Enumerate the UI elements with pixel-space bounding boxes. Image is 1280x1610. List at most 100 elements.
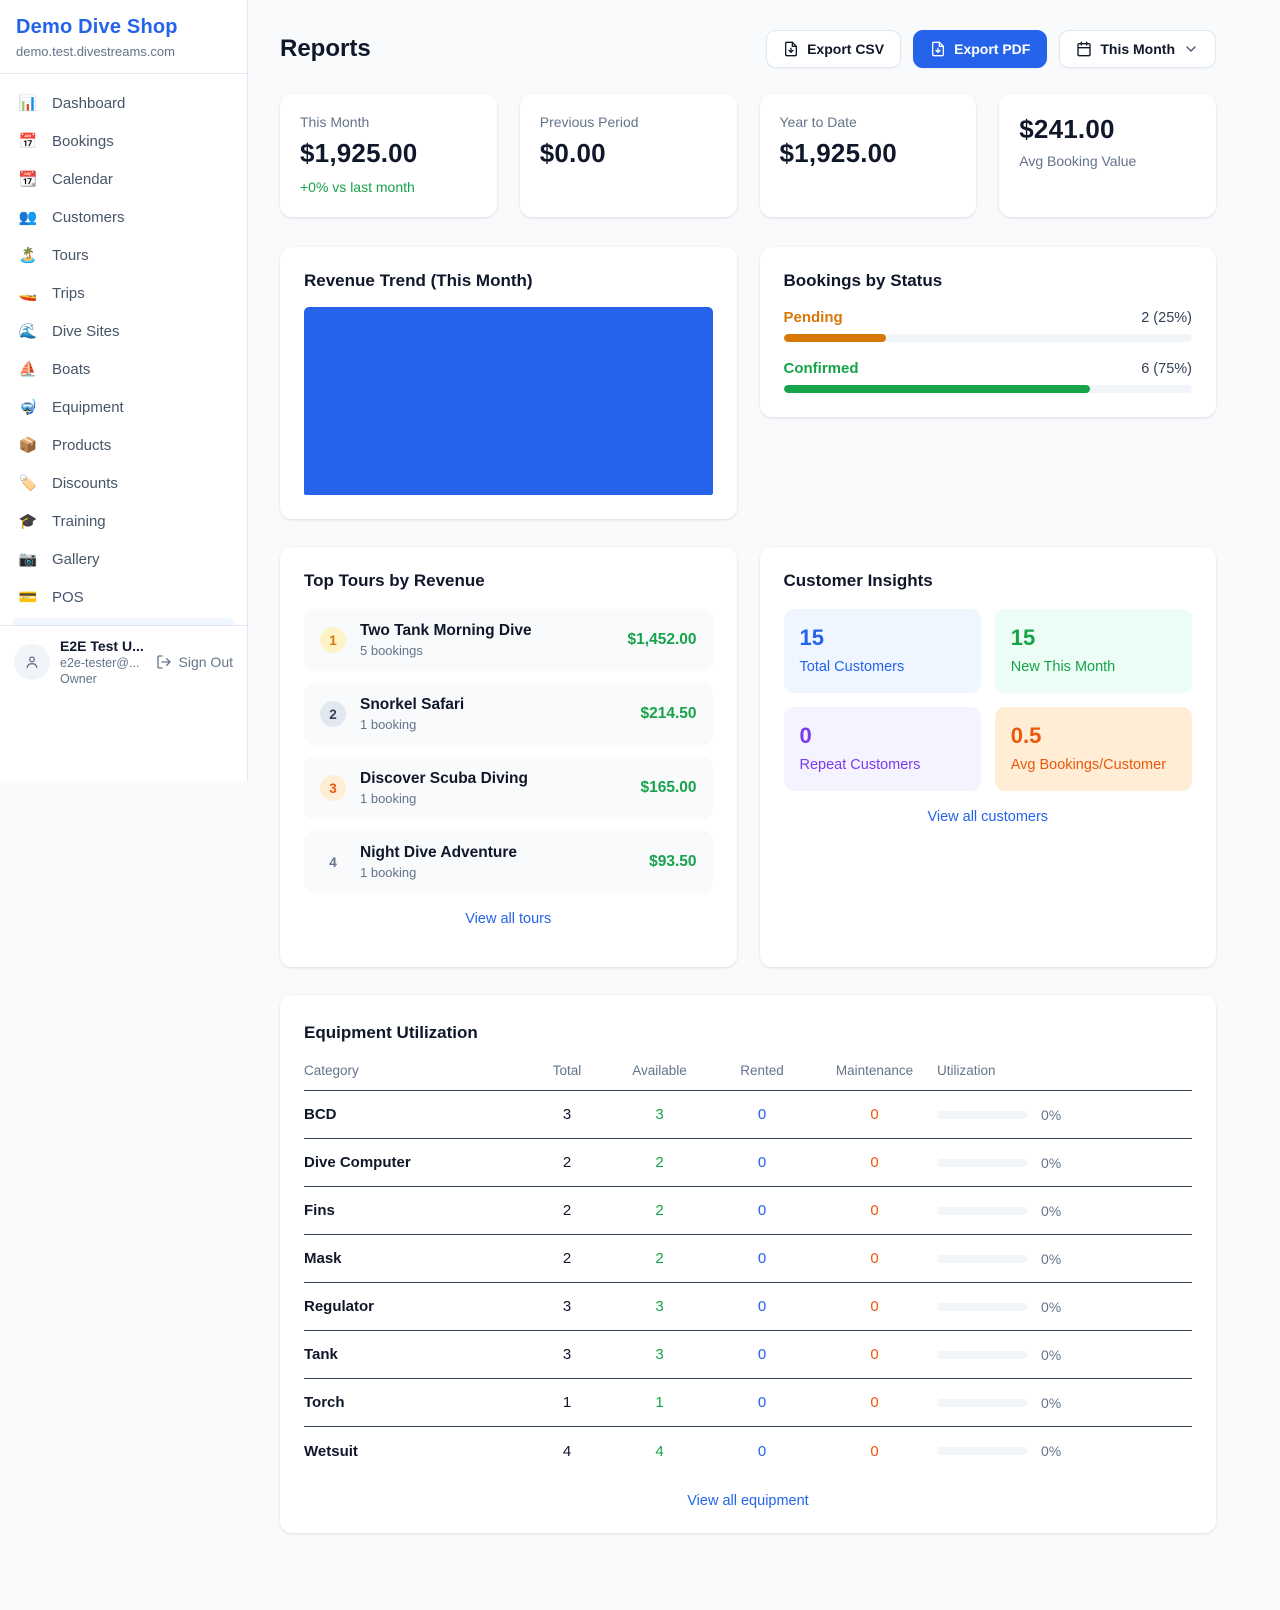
sailboat-icon: ⛵ [18,361,38,378]
rank-badge: 1 [320,627,346,653]
tour-bookings: 1 booking [360,791,417,806]
tour-row[interactable]: 3 Discover Scuba Diving 1 booking $165.0… [304,757,713,819]
equipment-total: 4 [562,1442,572,1460]
tour-bookings: 1 booking [360,865,417,880]
utilization-percent: 0% [1041,1443,1062,1459]
revenue-trend-card: Revenue Trend (This Month) [280,247,737,519]
tour-revenue: $214.50 [640,705,697,722]
sidebar-item-training[interactable]: 🎓 Training [0,502,247,540]
column-header-rented: Rented [740,1063,784,1078]
export-pdf-button[interactable]: Export PDF [913,30,1048,68]
file-download-icon [785,41,798,57]
brand-name[interactable]: Demo Dive Shop [16,16,178,38]
equipment-total: 3 [562,1106,572,1123]
utilization-bar [937,1254,1027,1263]
sidebar-item-discounts[interactable]: 🏷️ Discounts [0,464,247,502]
tour-row[interactable]: 4 Night Dive Adventure 1 booking $93.50 [304,831,713,893]
equipment-total: 3 [562,1346,572,1363]
utilization-bar [937,1350,1027,1359]
sidebar-item-dashboard[interactable]: 📊 Dashboard [0,84,247,122]
utilization-bar [937,1302,1027,1311]
header-actions: Export CSV Export PDF This Month [766,30,1216,68]
tour-row[interactable]: 2 Snorkel Safari 1 booking $214.50 [304,683,713,745]
sidebar-item-boats[interactable]: ⛵ Boats [0,350,247,388]
sidebar-item-calendar[interactable]: 📆 Calendar [0,160,247,198]
insight-value: 0.5 [1010,723,1042,748]
charts-row: Revenue Trend (This Month) Bookings by S… [280,247,1216,519]
utilization-percent: 0% [1041,1154,1062,1171]
file-download-icon [932,41,945,57]
sidebar-item-gallery[interactable]: 📷 Gallery [0,540,247,578]
sidebar-item-dive-sites[interactable]: 🌊 Dive Sites [0,312,247,350]
tour-row[interactable]: 1 Two Tank Morning Dive 5 bookings $1,45… [304,609,713,671]
equipment-category: Dive Computer [304,1154,411,1171]
sidebar-item-label: Discounts [52,474,118,492]
customer-insights-card: Customer Insights 15 Total Customers 15 … [759,547,1216,967]
sidebar-item-label: Bookings [52,132,114,150]
sidebar-item-customers[interactable]: 👥 Customers [0,198,247,236]
stat-card-year-to-date: Year to Date $1,925.00 [759,94,977,217]
sign-out-button[interactable]: Sign Out [156,654,233,670]
rank-badge: 3 [320,775,346,801]
progress-track [783,385,1192,393]
equipment-category: Torch [304,1394,345,1411]
user-role: Owner [60,672,97,686]
camera-icon: 📷 [18,551,38,568]
equipment-rented: 0 [757,1394,767,1411]
view-all-equipment-link[interactable]: View all equipment [687,1493,809,1509]
tour-revenue: $1,452.00 [627,631,697,648]
status-value: 2 (25%) [1141,310,1192,326]
speedboat-icon: 🚤 [18,285,38,302]
table-row: Torch 1 1 0 0 0% [304,1379,1192,1427]
sidebar-item-equipment[interactable]: 🤿 Equipment [0,388,247,426]
tour-name: Two Tank Morning Dive [360,622,532,639]
insight-label: Total Customers [799,659,905,675]
people-icon: 👥 [18,209,38,226]
stat-label: Previous Period [539,114,639,130]
utilization-bar [937,1447,1027,1455]
sidebar-item-pos[interactable]: 💳 POS [0,578,247,616]
view-all-customers-link[interactable]: View all customers [927,809,1049,825]
sidebar-item-reports-partial[interactable] [12,618,235,625]
column-header-maintenance: Maintenance [835,1063,914,1078]
equipment-rented: 0 [757,1106,767,1123]
stat-card-avg-booking-value: $241.00 Avg Booking Value [999,94,1216,217]
sidebar-item-tours[interactable]: 🏝️ Tours [0,236,247,274]
column-header-category: Category [304,1063,359,1078]
sidebar-item-label: Dive Sites [52,322,120,340]
table-row: Regulator 3 3 0 0 0% [304,1283,1192,1331]
table-row: Fins 2 2 0 0 0% [304,1187,1192,1235]
table-row: Tank 3 3 0 0 0% [304,1331,1192,1379]
status-value: 6 (75%) [1141,361,1192,377]
equipment-total: 3 [562,1298,572,1315]
equipment-maintenance: 0 [870,1202,879,1219]
sidebar-item-label: Products [52,436,112,454]
sidebar-item-bookings[interactable]: 📅 Bookings [0,122,247,160]
sidebar-item-products[interactable]: 📦 Products [0,426,247,464]
sidebar-item-label: Tours [52,246,89,264]
export-csv-button[interactable]: Export CSV [766,30,902,68]
equipment-rented: 0 [757,1346,767,1363]
dashboard-icon: 📊 [18,95,38,112]
avatar [14,644,50,680]
period-dropdown[interactable]: This Month [1059,30,1216,68]
equipment-maintenance: 0 [870,1298,879,1315]
brand-domain: demo.test.divestreams.com [16,44,175,59]
sidebar-item-trips[interactable]: 🚤 Trips [0,274,247,312]
equipment-rented: 0 [757,1298,767,1315]
rank-badge: 2 [320,701,346,727]
rank-badge: 4 [329,854,337,870]
equipment-category: Tank [304,1346,338,1363]
insight-total-customers: 15 Total Customers [783,609,981,693]
stat-label: Avg Booking Value [1019,153,1137,169]
graduation-cap-icon: 🎓 [18,513,38,530]
sign-out-label: Sign Out [178,654,233,670]
status-row-confirmed: Confirmed 6 (75%) [783,360,1192,393]
sidebar-item-label: Trips [52,284,85,302]
tour-list: 1 Two Tank Morning Dive 5 bookings $1,45… [304,609,713,893]
tour-name: Night Dive Adventure [360,844,518,861]
sidebar-item-label: Gallery [52,550,100,568]
view-all-tours-link[interactable]: View all tours [465,911,552,927]
equipment-total: 2 [562,1202,572,1219]
insight-new-this-month: 15 New This Month [994,609,1192,693]
